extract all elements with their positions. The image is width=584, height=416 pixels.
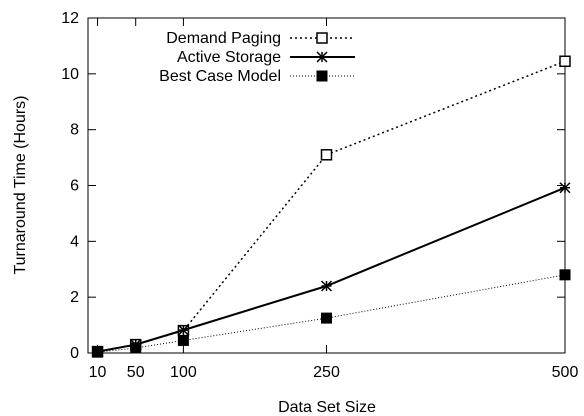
x-tick-label: 250: [313, 364, 340, 381]
x-tick-label: 50: [127, 364, 145, 381]
data-point-best-case-model: [177, 334, 189, 346]
y-tick-label: 0: [70, 345, 79, 362]
y-tick-label: 8: [70, 122, 79, 139]
data-point-best-case-model: [321, 312, 332, 324]
y-tick-label: 4: [70, 233, 79, 250]
y-tick-label: 6: [70, 178, 79, 195]
series-best-case-model: [92, 269, 571, 358]
data-point-active-storage-stroke: [177, 324, 189, 336]
axis-ticks: 0 2 4 6 8 10 12 10 50 100 250 500: [61, 10, 578, 381]
legend-marker-active-storage: [316, 51, 328, 63]
data-point-best-case-model: [559, 269, 571, 281]
data-point-active-storage: [177, 324, 189, 336]
y-axis-label: Turnaround Time (Hours): [12, 95, 29, 274]
y-tick-label: 10: [61, 66, 79, 83]
data-point-demand-paging: [320, 149, 333, 161]
y-tick-label: 12: [61, 10, 79, 27]
series-line-best-case-model: [97, 274, 566, 353]
legend-marker-demand-paging: [316, 32, 328, 44]
data-point-demand-paging: [559, 55, 571, 68]
legend-marker-active-storage-stroke: [316, 51, 328, 63]
data-point-active-storage: [320, 280, 333, 292]
x-tick-label: 100: [170, 364, 197, 381]
series-active-storage: [92, 182, 571, 358]
series-line-demand-paging: [97, 60, 566, 353]
data-point-active-storage-stroke: [559, 182, 571, 194]
data-point-active-storage: [559, 182, 571, 194]
x-tick-label: 10: [89, 364, 107, 381]
legend-label-active-storage: Active Storage: [177, 49, 281, 66]
series-demand-paging: [91, 55, 571, 358]
x-tick-label: 500: [552, 364, 579, 381]
legend-label-best-case-model: Best Case Model: [159, 68, 281, 85]
legend: Demand Paging Active Storage Best Case Mod…: [159, 30, 355, 85]
y-tick-label: 2: [70, 289, 79, 306]
x-axis-label: Data Set Size: [278, 399, 376, 416]
data-point-best-case-model: [130, 342, 142, 354]
series-line-active-storage: [97, 186, 566, 353]
legend-label-demand-paging: Demand Paging: [166, 30, 281, 47]
data-point-best-case-model: [92, 346, 104, 358]
data-point-active-storage-stroke: [320, 280, 333, 292]
series-layer: [91, 55, 571, 358]
legend-marker-best-case-model: [316, 70, 328, 82]
